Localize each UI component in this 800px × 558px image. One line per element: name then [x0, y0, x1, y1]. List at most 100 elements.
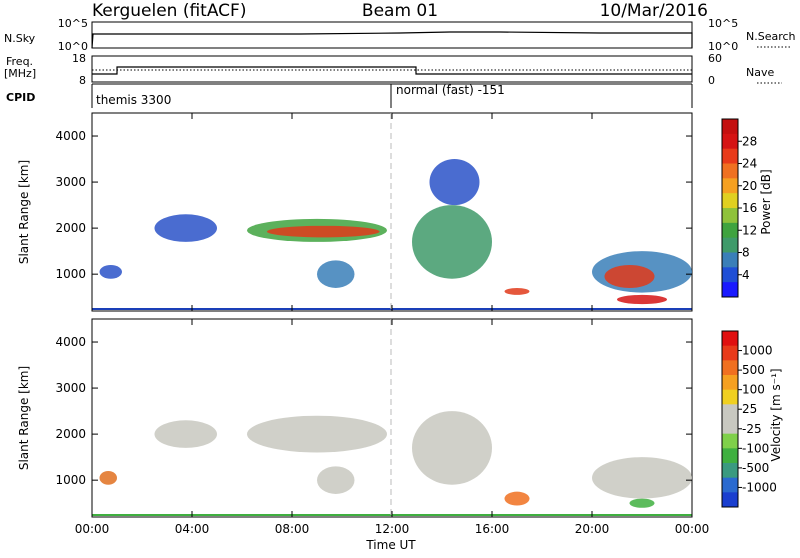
power-xticks: [91, 113, 693, 311]
colorbar-tick-label: 28: [742, 134, 757, 148]
scatter-blob-6: [429, 159, 480, 206]
nsky-tick-bottom: 10^0: [58, 40, 88, 53]
colorbar-segment: [722, 133, 738, 150]
ytick-label: 2000: [55, 427, 86, 441]
velocity-panel: 1000 2000 3000 4000 00:00 04:00 08:00 12:00 16:…: [17, 318, 783, 552]
freq-label: Freq.: [6, 55, 33, 68]
nave-tick-top: 60: [708, 52, 722, 65]
time-axis-label: Time UT: [365, 538, 416, 552]
colorbar-segment: [722, 208, 738, 224]
velocity-colorbar: 1000 500 100 25 -25 -100 -500 -1000: [721, 330, 777, 508]
scatter-blob-7: [629, 498, 655, 508]
nsky-strip: N.Sky 10^5 10^0 10^5 10^0 N.Search: [4, 17, 796, 53]
ytick-label: 2000: [55, 221, 86, 235]
nsky-line: [91, 31, 693, 49]
power-blobs: [92, 159, 692, 310]
scatter-blob-3: [267, 225, 380, 238]
colorbar-segment: [722, 193, 738, 209]
colorbar-segment: [722, 163, 738, 179]
power-yticks: 1000 2000 3000 4000: [55, 129, 692, 281]
velocity-yticks: 1000 2000 3000 4000: [55, 335, 692, 487]
power-ylabel: Slant Range [km]: [17, 160, 31, 264]
scatter-blob-6: [592, 457, 692, 499]
colorbar-segment: [722, 252, 738, 268]
scatter-blob-4: [412, 411, 492, 485]
colorbar-tick-label: 100: [742, 383, 765, 397]
cpid-label: CPID: [6, 91, 35, 104]
scatter-blob-9: [604, 264, 655, 288]
beam-title: Beam 01: [362, 1, 438, 21]
colorbar-segment: [722, 345, 738, 361]
scatter-blob-7: [504, 287, 530, 295]
xtick-label: 12:00: [375, 522, 410, 536]
velocity-xticks: 00:00 04:00 08:00 12:00 16:00 20:00 00:00: [75, 319, 709, 536]
colorbar-tick-label: 25: [742, 402, 757, 416]
scatter-blob-0: [99, 470, 117, 485]
ytick-label: 4000: [55, 335, 86, 349]
power-colorbar: 28 24 20 16 12 8 4: [721, 118, 757, 298]
ytick-label: 1000: [55, 473, 86, 487]
xtick-label: 20:00: [575, 522, 610, 536]
colorbar-segment: [722, 463, 738, 479]
freq-tick-top: 18: [72, 52, 86, 65]
colorbar-segment: [722, 148, 738, 164]
colorbar-segment: [722, 492, 738, 508]
ytick-label: 1000: [55, 267, 86, 281]
xtick-label: 08:00: [275, 522, 310, 536]
scatter-blob-5: [504, 491, 530, 506]
colorbar-tick-label: 12: [742, 223, 757, 237]
scatter-blob-4: [317, 260, 355, 288]
scatter-blob-1: [154, 420, 217, 448]
colorbar-tick-label: -1000: [742, 480, 777, 494]
freq-tick-bottom: 8: [79, 74, 86, 87]
colorbar-segment: [722, 331, 738, 347]
date-title: 10/Mar/2016: [600, 1, 708, 21]
nave-tick-bottom: 0: [708, 74, 715, 87]
xtick-label: 16:00: [475, 522, 510, 536]
ytick-label: 4000: [55, 129, 86, 143]
colorbar-segment: [722, 119, 738, 135]
colorbar-tick-label: -100: [742, 441, 769, 455]
nsearch-tick-bottom: 10^0: [708, 40, 738, 53]
power-panel: 1000 2000 3000 4000 Slant Range [km] 28 24 20…: [17, 112, 773, 312]
colorbar-segment: [722, 282, 738, 298]
xtick-label: 00:00: [75, 522, 110, 536]
xtick-label: 04:00: [175, 522, 210, 536]
colorbar-segment: [722, 237, 738, 253]
colorbar-segment: [722, 433, 738, 449]
colorbar-segment: [722, 375, 738, 391]
colorbar-tick-label: 20: [742, 179, 757, 193]
colorbar-segment: [722, 267, 738, 283]
colorbar-segment: [722, 389, 738, 405]
scatter-blob-3: [317, 466, 355, 494]
freq-strip: Freq. [MHz] 18 8 60 0 Nave: [4, 52, 782, 87]
colorbar-segment: [722, 419, 738, 435]
ytick-label: 3000: [55, 381, 86, 395]
colorbar-tick-label: -500: [742, 461, 769, 475]
cpid-strip: CPID themis 3300 normal (fast) -151: [6, 83, 693, 108]
colorbar-tick-label: 500: [742, 363, 765, 377]
colorbar-segment: [722, 477, 738, 493]
colorbar-tick-label: 16: [742, 201, 757, 215]
colorbar-segment: [722, 360, 738, 376]
scatter-blob-5: [412, 205, 492, 279]
nsky-tick-top: 10^5: [58, 17, 88, 30]
colorbar-tick-label: 1000: [742, 344, 773, 358]
power-colorbar-label: Power [dB]: [759, 169, 773, 234]
colorbar-frame: [721, 330, 739, 508]
colorbar-tick-label: 24: [742, 157, 757, 171]
station-title: Kerguelen (fitACF): [92, 1, 246, 21]
velocity-ylabel: Slant Range [km]: [17, 366, 31, 470]
nsky-label: N.Sky: [4, 32, 36, 45]
scatter-blob-0: [99, 264, 122, 279]
ytick-label: 3000: [55, 175, 86, 189]
freq-line: [92, 66, 692, 75]
nsearch-label: N.Search: [746, 30, 796, 43]
colorbar-tick-label: 8: [742, 246, 750, 260]
freq-unit: [MHz]: [4, 67, 36, 80]
colorbar-segment: [722, 222, 738, 239]
scatter-blob-10: [617, 294, 667, 305]
cpid-segment-1: themis 3300: [96, 93, 171, 107]
velocity-colorbar-label: Velocity [m s⁻¹]: [769, 368, 783, 461]
colorbar-segment: [722, 448, 738, 464]
